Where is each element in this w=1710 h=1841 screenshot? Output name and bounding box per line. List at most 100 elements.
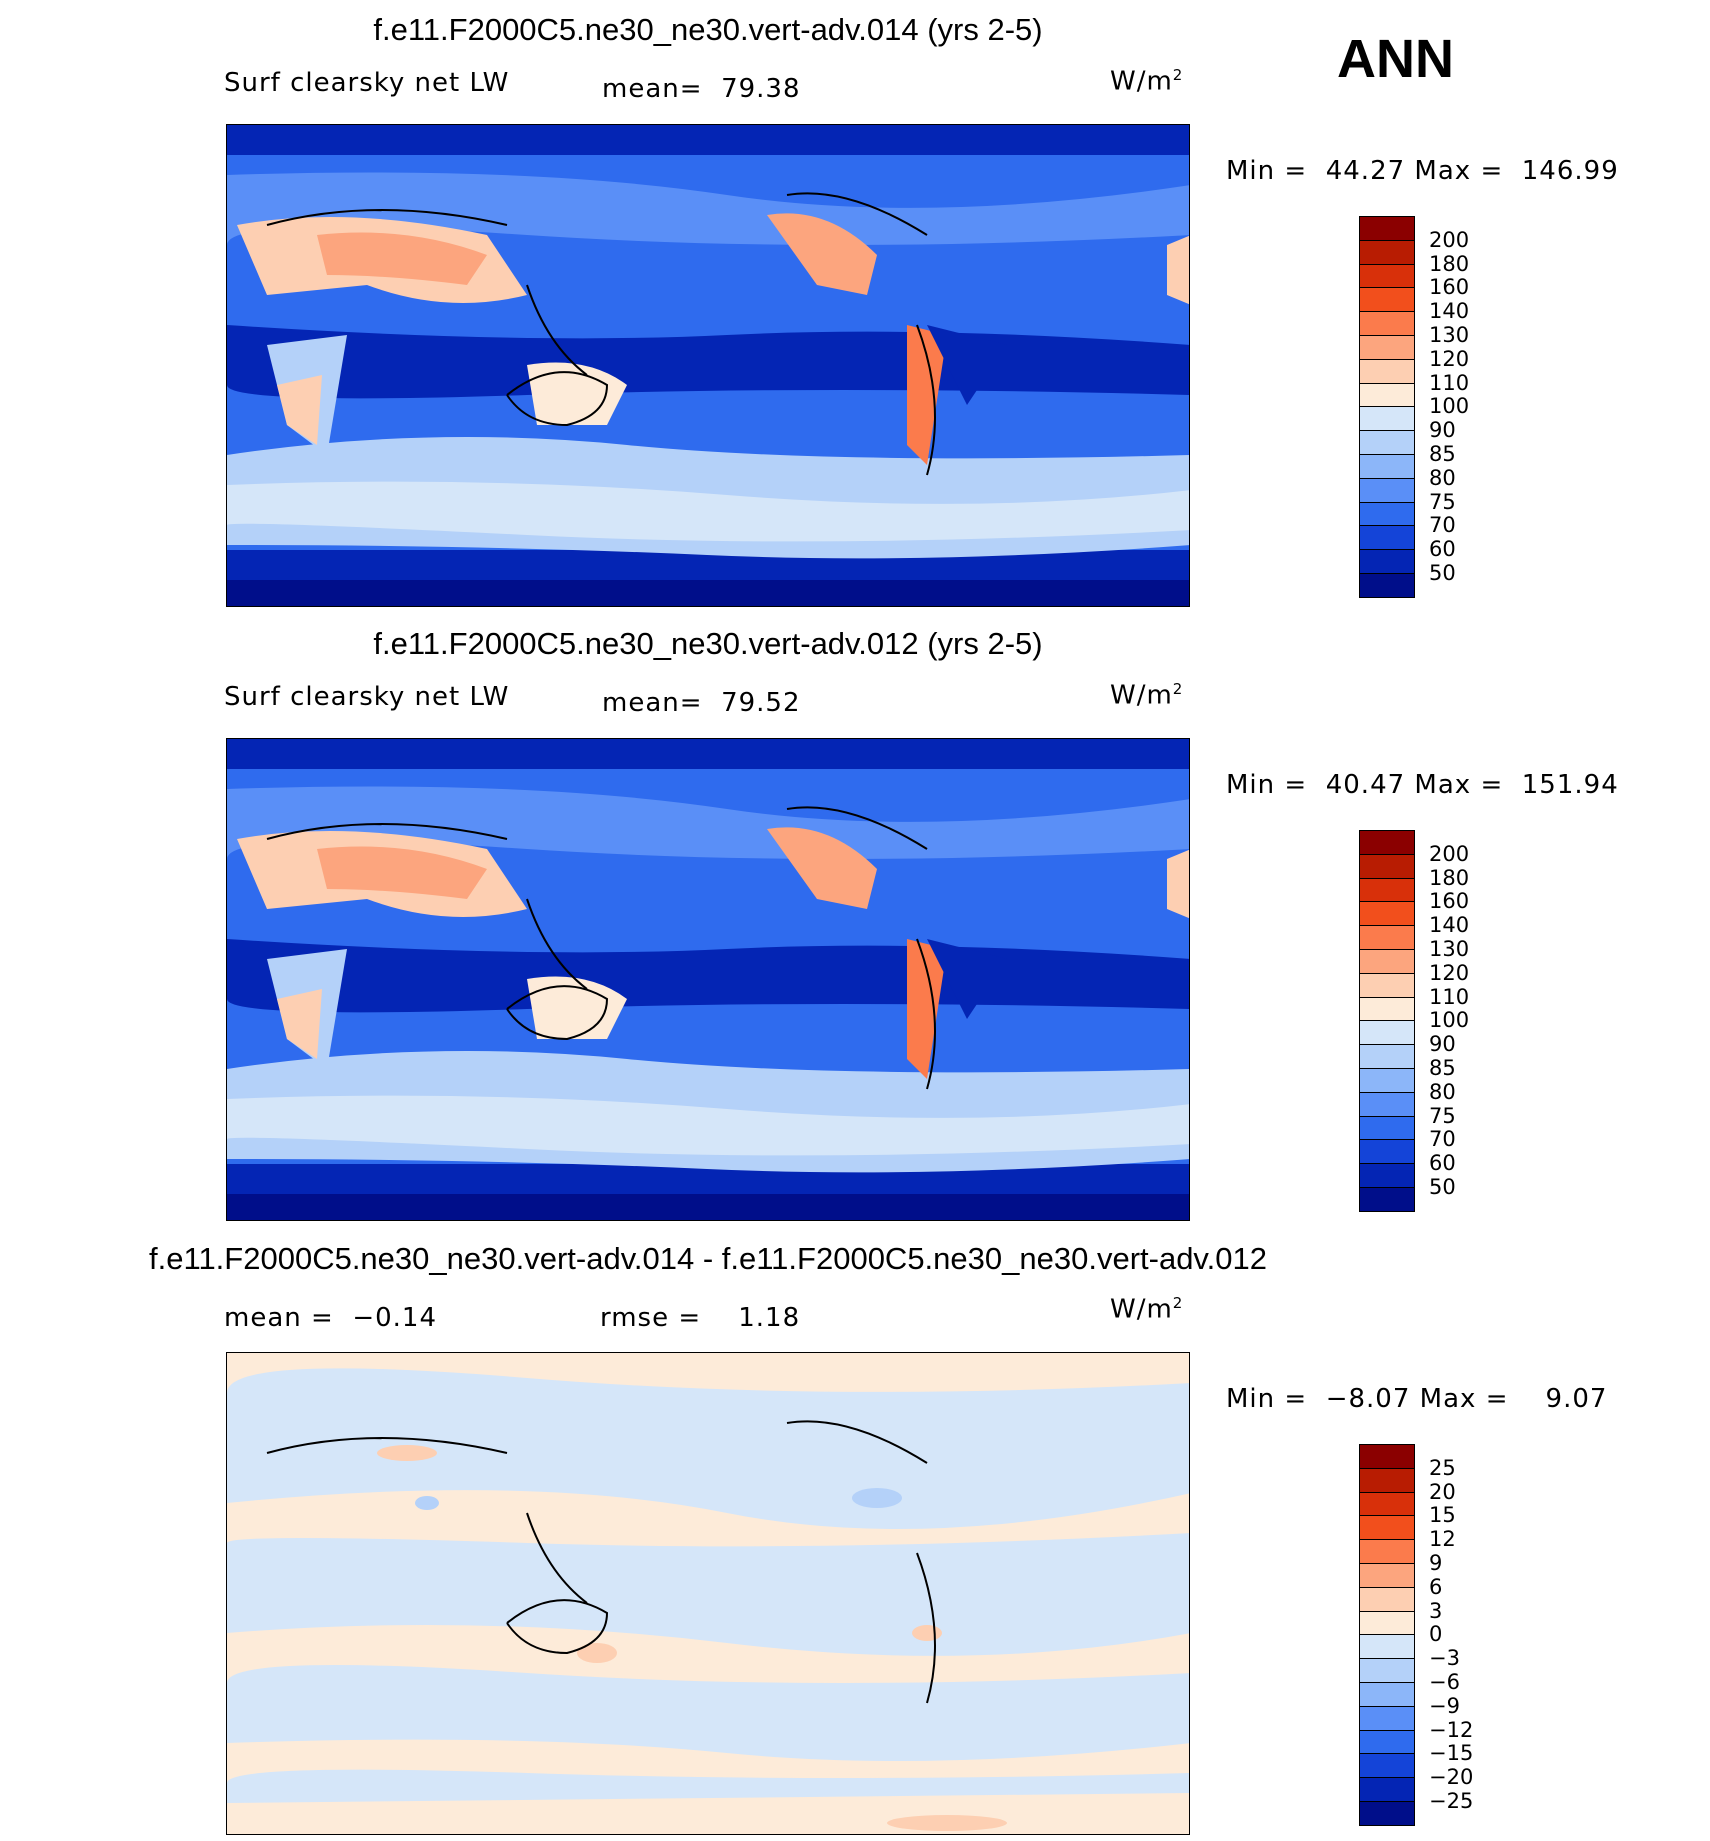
colorbar-swatch — [1359, 1777, 1415, 1802]
colorbar-swatch — [1359, 901, 1415, 927]
colorbar-label: 70 — [1429, 513, 1456, 538]
colorbar-swatch — [1359, 1682, 1415, 1707]
colorbar-label: 9 — [1429, 1551, 1443, 1575]
colorbar-swatch — [1359, 1068, 1415, 1093]
panel-3-colorbar: 25 20 15 12 9 6 3 0 −3 −6 −9 −12 −15 −20 −25 — [1359, 1444, 1473, 1826]
colorbar-swatch — [1359, 1115, 1415, 1141]
colorbar-swatch — [1359, 1491, 1415, 1517]
panel-3-minmax: Min = −8.07 Max = 9.07 — [1226, 1384, 1608, 1414]
colorbar-label: 12 — [1429, 1527, 1456, 1552]
colorbar-swatch — [1359, 1610, 1415, 1636]
colorbar-swatch — [1359, 358, 1415, 384]
colorbar-label: 15 — [1429, 1503, 1456, 1528]
colorbar-label: 20 — [1429, 1479, 1456, 1504]
colorbar-label: 50 — [1429, 561, 1456, 585]
panel-1-colorbar: 200 180 160 140 130 120 110 100 90 85 80 75 70 60 50 — [1359, 216, 1469, 598]
colorbar-label: 100 — [1429, 1008, 1470, 1033]
colorbar-swatch — [1359, 1586, 1415, 1612]
colorbar-label: 6 — [1429, 1574, 1443, 1599]
panel-1-units: W/m2 — [1110, 66, 1184, 97]
panel-2-map-field — [227, 739, 1189, 1220]
colorbar-swatch — [1359, 1187, 1415, 1212]
colorbar-label: 3 — [1429, 1598, 1443, 1623]
colorbar-label: 160 — [1429, 275, 1470, 300]
colorbar-label: 25 — [1429, 1455, 1456, 1480]
panel-3-map-field — [227, 1353, 1189, 1834]
panel-1-map — [226, 124, 1190, 607]
colorbar-swatch — [1359, 1658, 1415, 1683]
colorbar-label: 75 — [1429, 489, 1456, 514]
panel-1-variable: Surf clearsky net LW — [224, 68, 510, 98]
colorbar-swatch — [1359, 1753, 1415, 1779]
panel-2-minmax: Min = 40.47 Max = 151.94 — [1226, 770, 1619, 800]
colorbar-label: −20 — [1429, 1765, 1474, 1790]
panel-3-map — [226, 1352, 1190, 1835]
colorbar-swatch — [1359, 573, 1415, 598]
colorbar-swatch — [1359, 239, 1415, 265]
colorbar-swatch — [1359, 549, 1415, 574]
colorbar-label: 85 — [1429, 442, 1456, 466]
colorbar-label: 70 — [1429, 1127, 1456, 1152]
colorbar-label: 200 — [1429, 841, 1470, 866]
colorbar-label: 120 — [1429, 960, 1470, 985]
colorbar-swatch — [1359, 335, 1415, 360]
panel-1-minmax: Min = 44.27 Max = 146.99 — [1226, 156, 1619, 186]
colorbar-swatch — [1359, 454, 1415, 479]
colorbar-swatch — [1359, 1729, 1415, 1755]
colorbar-label: −3 — [1429, 1646, 1460, 1671]
colorbar-label: −15 — [1429, 1741, 1474, 1766]
colorbar-label: −25 — [1429, 1789, 1474, 1813]
colorbar-swatch — [1359, 525, 1415, 551]
colorbar-swatch — [1359, 1163, 1415, 1188]
colorbar-swatch — [1359, 1467, 1415, 1493]
colorbar-label: −6 — [1429, 1670, 1460, 1694]
colorbar-label: 100 — [1429, 394, 1470, 419]
panel-2-map — [226, 738, 1190, 1221]
colorbar-label: 160 — [1429, 889, 1470, 914]
colorbar-label: 180 — [1429, 865, 1470, 890]
colorbar-swatch — [1359, 477, 1415, 503]
colorbar-swatch — [1359, 1539, 1415, 1564]
colorbar-label: 130 — [1429, 323, 1470, 347]
panel-2-units: W/m2 — [1110, 680, 1184, 711]
colorbar-label: 60 — [1429, 1151, 1456, 1176]
colorbar-swatch — [1359, 1801, 1415, 1826]
colorbar-swatch — [1359, 406, 1415, 432]
colorbar-swatch — [1359, 925, 1415, 950]
colorbar-label: 90 — [1429, 1032, 1456, 1057]
colorbar-swatch — [1359, 972, 1415, 998]
colorbar-label: 50 — [1429, 1175, 1456, 1199]
colorbar-swatch — [1359, 287, 1415, 313]
colorbar-swatch — [1359, 430, 1415, 455]
colorbar-swatch — [1359, 853, 1415, 879]
colorbar-label: 90 — [1429, 418, 1456, 443]
colorbar-label: 140 — [1429, 299, 1470, 324]
panel-2-colorbar: 200 180 160 140 130 120 110 100 90 85 80 75 70 60 50 — [1359, 830, 1469, 1212]
colorbar-swatch — [1359, 949, 1415, 974]
colorbar-swatch — [1359, 311, 1415, 336]
colorbar-swatch — [1359, 1634, 1415, 1660]
colorbar-swatch — [1359, 1091, 1415, 1117]
colorbar-swatch — [1359, 501, 1415, 527]
colorbar-label: 75 — [1429, 1103, 1456, 1128]
panel-2-mean: mean= 79.52 — [602, 688, 801, 718]
colorbar-label: 0 — [1429, 1622, 1443, 1647]
colorbar-label: 140 — [1429, 913, 1470, 938]
colorbar-label: 80 — [1429, 465, 1456, 490]
panel-3-units: W/m2 — [1110, 1294, 1184, 1325]
colorbar-swatch — [1359, 1139, 1415, 1165]
colorbar-swatch — [1359, 1705, 1415, 1731]
colorbar-label: −9 — [1429, 1693, 1460, 1718]
colorbar-swatch — [1359, 1444, 1415, 1469]
colorbar-swatch — [1359, 1563, 1415, 1588]
colorbar-label: 110 — [1429, 370, 1470, 395]
colorbar-label: 130 — [1429, 937, 1470, 961]
panel-1-title: f.e11.F2000C5.ne30_ne30.vert-adv.014 (yr… — [373, 12, 1043, 47]
panel-2-variable: Surf clearsky net LW — [224, 682, 510, 712]
colorbar-label: −12 — [1429, 1717, 1474, 1742]
colorbar-label: 180 — [1429, 251, 1470, 276]
season-label: ANN — [1337, 29, 1454, 89]
colorbar-swatch — [1359, 877, 1415, 903]
panel-2-title: f.e11.F2000C5.ne30_ne30.vert-adv.012 (yr… — [373, 626, 1043, 661]
colorbar-swatch — [1359, 1515, 1415, 1541]
